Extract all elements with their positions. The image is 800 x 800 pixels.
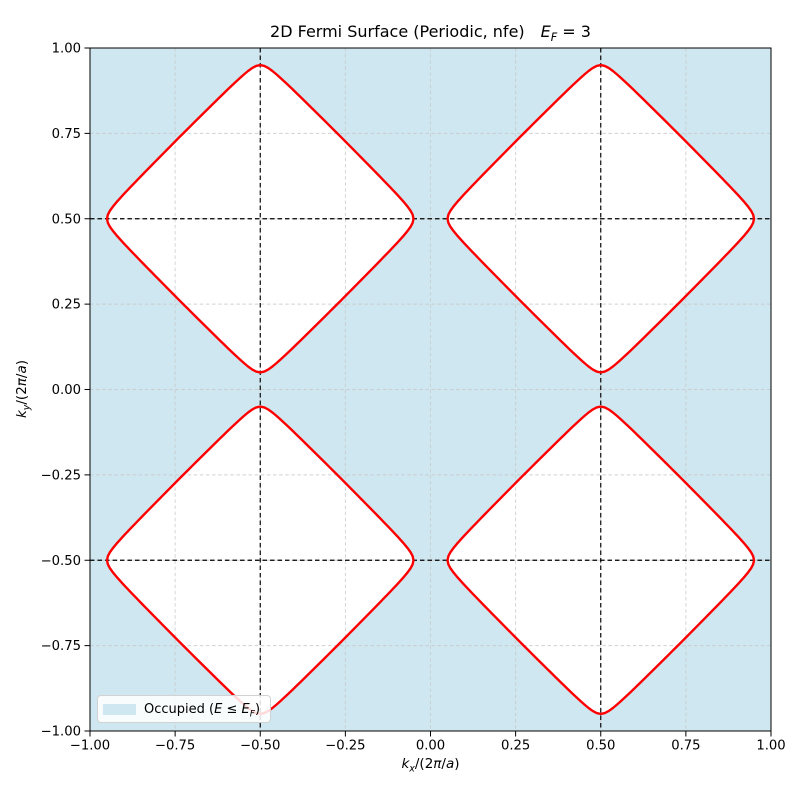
x-tick-label: −1.00 xyxy=(70,739,110,754)
xlabel-sub: x xyxy=(409,764,415,775)
xlabel-mid: /(2 xyxy=(414,756,434,772)
legend: Occupied (E ≤ EF) xyxy=(97,695,272,723)
y-tick-label: 0.50 xyxy=(52,212,81,227)
y-tick-label: 1.00 xyxy=(52,42,81,57)
ylabel-slash: / xyxy=(14,373,30,379)
fermi-contour xyxy=(105,63,415,374)
legend-label-post: ) xyxy=(254,701,261,717)
y-tick-label: −1.00 xyxy=(41,725,81,740)
ylabel-sub-text: y xyxy=(21,404,33,411)
legend-occupied-swatch xyxy=(103,703,136,715)
x-tick-label: 0.25 xyxy=(501,739,530,754)
grid xyxy=(90,48,771,731)
y-tick-label: 0.75 xyxy=(52,127,81,142)
x-tick-label: 0.50 xyxy=(586,739,615,754)
xlabel-sub-text: x xyxy=(409,763,415,775)
ticks-and-labels: −1.00 −0.75 −0.50 −0.25 0.00 0.25 0.50 0.75 1.00… xyxy=(41,42,786,754)
ylabel-mid: /(2 xyxy=(14,386,30,405)
ylabel-close: ) xyxy=(14,359,30,366)
y-axis-label: ky/(2π/a) xyxy=(14,359,33,419)
pocket-fill xyxy=(107,65,414,373)
title-math-sub: F xyxy=(551,31,557,44)
legend-label-sub: F xyxy=(250,709,255,719)
xlabel-a: a xyxy=(445,756,455,772)
fermi-contours xyxy=(105,63,756,716)
title-text: 2D Fermi Surface (Periodic, nfe) xyxy=(270,22,525,41)
x-tick-label: 0.75 xyxy=(671,739,700,754)
y-tick-label: −0.75 xyxy=(41,639,81,654)
zone-boundary-lines xyxy=(90,48,771,731)
fermi-contour xyxy=(105,405,415,716)
x-tick-label: −0.50 xyxy=(240,739,280,754)
x-tick-label: 0.00 xyxy=(416,739,445,754)
ylabel-sub: y xyxy=(22,405,33,411)
xlabel-slash: / xyxy=(441,756,446,772)
legend-occupied-label: Occupied (E ≤ EF) xyxy=(144,701,261,719)
legend-label-leq: ≤ xyxy=(222,701,242,717)
fermi-contour xyxy=(446,63,756,374)
legend-label-pre: Occupied ( xyxy=(144,701,215,717)
y-tick-label: −0.25 xyxy=(41,468,81,483)
xlabel-close: ) xyxy=(454,756,460,772)
plot-title: 2D Fermi Surface (Periodic, nfe) EF = 3 xyxy=(90,22,771,44)
title-math-ef: EF = 3 xyxy=(540,22,591,44)
y-tick-label: 0.00 xyxy=(52,383,81,398)
x-tick-label: −0.25 xyxy=(325,739,365,754)
x-tick-label: −0.75 xyxy=(155,739,195,754)
xlabel-pi: π xyxy=(433,756,442,772)
title-math-sub-text: F xyxy=(550,31,558,45)
y-tick-label: 0.25 xyxy=(52,298,81,313)
xlabel-k: k xyxy=(401,756,410,772)
ylabel-k: k xyxy=(14,410,30,419)
legend-label-E: E xyxy=(214,701,223,717)
ylabel-a: a xyxy=(14,365,30,374)
fermi-contour xyxy=(446,405,756,716)
title-math-eq: = 3 xyxy=(557,22,591,41)
title-math-E: E xyxy=(540,22,551,41)
x-tick-label: 1.00 xyxy=(756,739,785,754)
legend-label-EF: E xyxy=(241,701,250,717)
y-tick-label: −0.50 xyxy=(41,554,81,569)
x-axis-label: kx/(2π/a) xyxy=(90,756,771,775)
legend-label-sub-text: F xyxy=(249,709,255,720)
ylabel-pi: π xyxy=(14,378,30,387)
